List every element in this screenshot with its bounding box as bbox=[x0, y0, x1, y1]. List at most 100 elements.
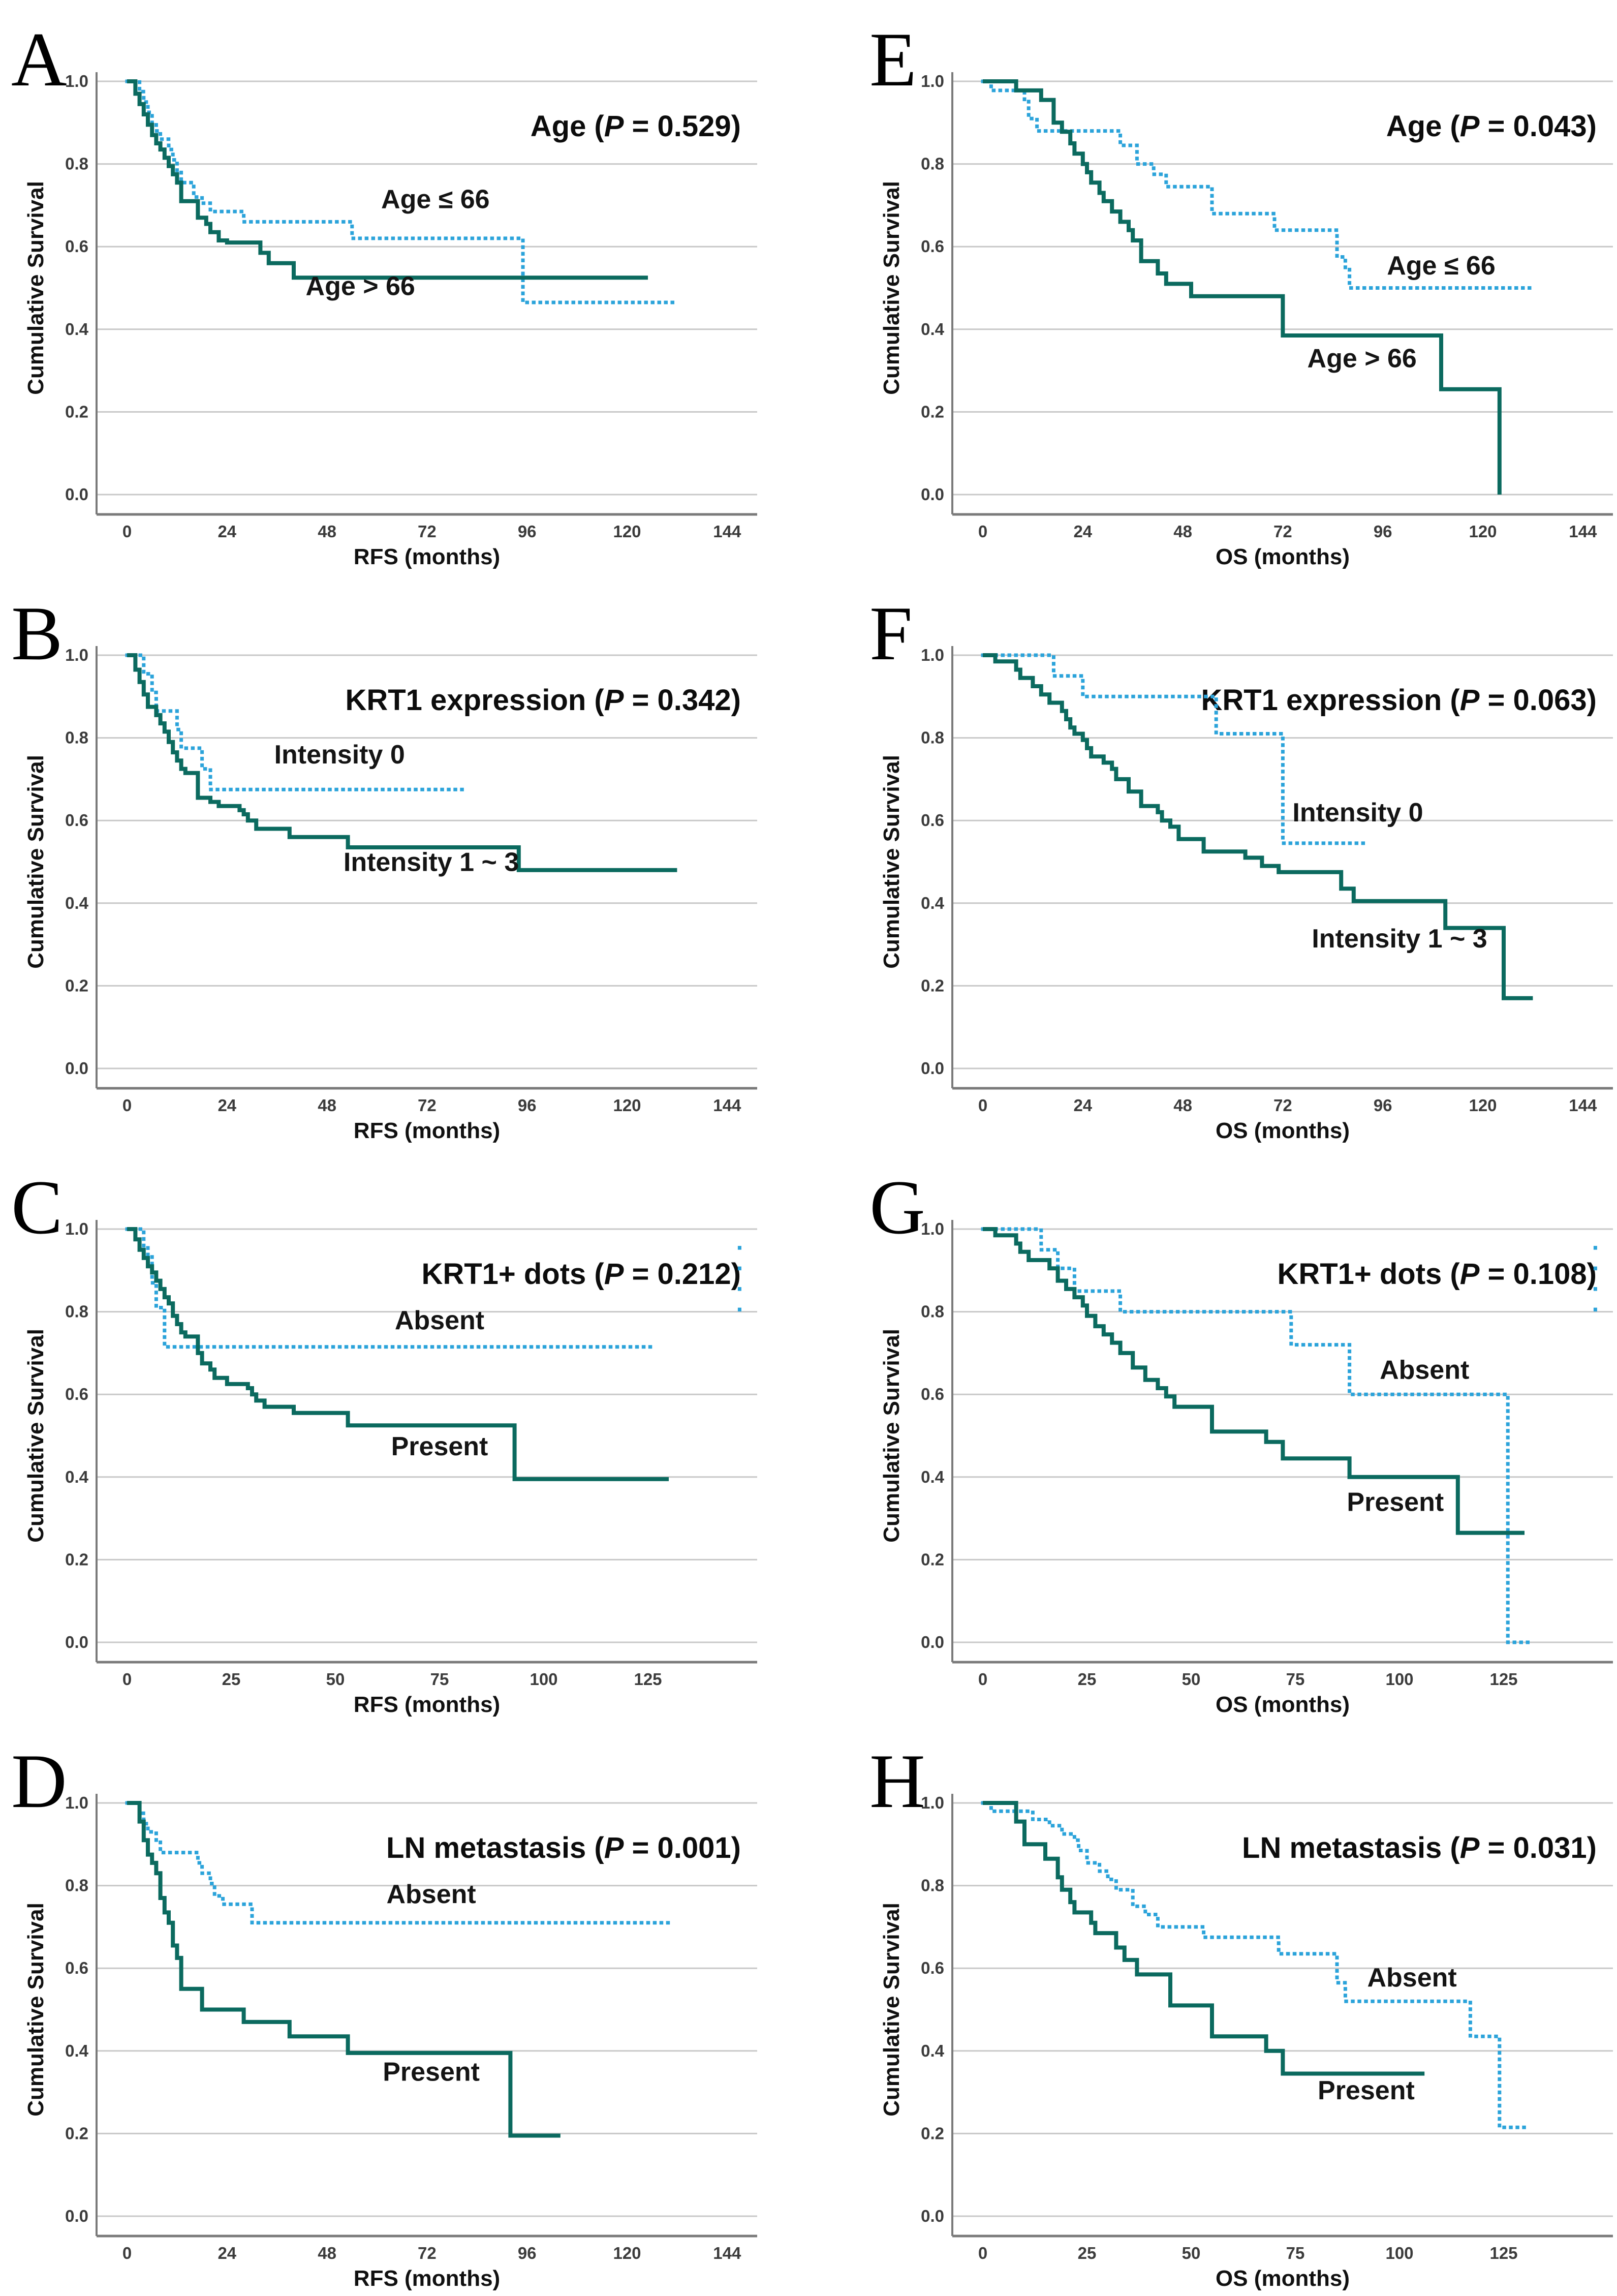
km-curve-G-absent bbox=[981, 1227, 1531, 1644]
panel-F: 1.0 0.8 0.6 0.4 0.2 0.0 0 24 48 72 96 120 144 Cumulat… bbox=[808, 574, 1617, 1148]
y-tick-label-0.8: 0.8 bbox=[921, 1876, 944, 1895]
y-tick-label-1: 1.0 bbox=[921, 1793, 944, 1812]
x-tick-label-120: 120 bbox=[1469, 522, 1497, 541]
x-tick-label-125: 125 bbox=[1489, 2244, 1517, 2262]
panel-letter-D: D bbox=[11, 1738, 67, 1824]
panel-letter-F: F bbox=[869, 591, 913, 676]
gridlines-G bbox=[952, 1228, 1613, 1643]
y-tick-label-0.4: 0.4 bbox=[65, 2041, 89, 2060]
x-tick-label-50: 50 bbox=[1182, 2244, 1201, 2262]
km-curve-F-intensity-1-3 bbox=[983, 653, 1533, 1000]
km-chart-H: 1.0 0.8 0.6 0.4 0.2 0.0 0 25 50 75 100 125 Cumulativ… bbox=[869, 1738, 1613, 2291]
x-tick-label-72: 72 bbox=[1273, 522, 1292, 541]
x-tick-label-24: 24 bbox=[1073, 1096, 1092, 1115]
km-chart-G: 1.0 0.8 0.6 0.4 0.2 0.0 0 25 50 75 100 125 Cumulativ… bbox=[869, 1165, 1613, 1717]
x-axis-title: RFS (months) bbox=[354, 544, 500, 569]
curve-label-G-absent: Absent bbox=[1380, 1355, 1469, 1385]
y-axis-title: Cumulative Survival bbox=[879, 755, 904, 969]
x-tick-label-125: 125 bbox=[1489, 1670, 1517, 1689]
y-tick-label-0.8: 0.8 bbox=[65, 728, 88, 747]
x-tick-label-25: 25 bbox=[1078, 2244, 1097, 2262]
x-tick-label-144: 144 bbox=[713, 2244, 741, 2262]
x-axis-title: RFS (months) bbox=[354, 1692, 500, 1717]
km-curve-B-intensity-0 bbox=[125, 653, 467, 791]
y-tick-label-1: 1.0 bbox=[65, 1793, 88, 1812]
y-tick-label-0: 0.0 bbox=[65, 2207, 88, 2225]
x-tick-label-72: 72 bbox=[418, 1096, 437, 1115]
y-tick-label-0.2: 0.2 bbox=[65, 976, 88, 995]
x-tick-label-120: 120 bbox=[613, 522, 641, 541]
y-tick-label-1: 1.0 bbox=[921, 646, 944, 664]
km-curve-F-intensity-0 bbox=[981, 653, 1368, 845]
km-curve-B-intensity-1-3 bbox=[127, 653, 677, 872]
y-tick-label-0.8: 0.8 bbox=[921, 728, 944, 747]
gridlines-F bbox=[952, 654, 1613, 1069]
km-chart-F: 1.0 0.8 0.6 0.4 0.2 0.0 0 24 48 72 96 120 144 Cumulat… bbox=[869, 591, 1613, 1143]
curve-label-C-present: Present bbox=[391, 1432, 488, 1461]
km-curve-A-age-66 bbox=[125, 79, 679, 304]
x-tick-label-24: 24 bbox=[217, 1096, 236, 1115]
x-tick-label-0: 0 bbox=[978, 2244, 987, 2262]
x-axis-title: RFS (months) bbox=[354, 2266, 500, 2291]
y-tick-label-0.4: 0.4 bbox=[921, 2041, 945, 2060]
panel-title-C: KRT1+ dots (P = 0.212) bbox=[421, 1258, 741, 1291]
y-tick-label-0.2: 0.2 bbox=[65, 402, 88, 421]
y-tick-label-0.4: 0.4 bbox=[921, 1467, 945, 1486]
x-tick-label-0: 0 bbox=[122, 2244, 132, 2262]
panel-title-F: KRT1 expression (P = 0.063) bbox=[1201, 684, 1597, 717]
panel-title-D: LN metastasis (P = 0.001) bbox=[386, 1831, 741, 1864]
x-tick-label-50: 50 bbox=[326, 1670, 345, 1689]
curve-label-E-age-66: Age ≤ 66 bbox=[1387, 251, 1496, 281]
km-chart-A: 1.0 0.8 0.6 0.4 0.2 0.0 0 24 48 72 96 120 144 Cumulat… bbox=[11, 17, 757, 569]
x-tick-label-144: 144 bbox=[713, 1096, 741, 1115]
y-axis-title: Cumulative Survival bbox=[23, 181, 48, 395]
panel-letter-A: A bbox=[11, 17, 67, 102]
curve-label-B-intensity-0: Intensity 0 bbox=[274, 740, 405, 770]
panel-letter-G: G bbox=[869, 1165, 925, 1250]
y-tick-label-0: 0.0 bbox=[921, 485, 944, 504]
panel-title-B: KRT1 expression (P = 0.342) bbox=[345, 684, 741, 717]
y-tick-label-0.6: 0.6 bbox=[65, 1385, 88, 1403]
x-axis-title: OS (months) bbox=[1216, 544, 1350, 569]
curve-label-A-age-66: Age > 66 bbox=[306, 271, 415, 301]
x-tick-label-120: 120 bbox=[613, 1096, 641, 1115]
y-axis-title: Cumulative Survival bbox=[879, 1903, 904, 2117]
km-chart-C: 1.0 0.8 0.6 0.4 0.2 0.0 0 25 50 75 100 125 Cumulativ… bbox=[11, 1165, 757, 1717]
y-tick-label-1: 1.0 bbox=[65, 72, 88, 90]
gridlines-H bbox=[952, 1802, 1613, 2217]
gridlines-B bbox=[97, 654, 757, 1069]
x-axis-title: RFS (months) bbox=[354, 1118, 500, 1143]
y-tick-label-0.6: 0.6 bbox=[921, 1385, 944, 1403]
x-tick-label-24: 24 bbox=[1073, 522, 1092, 541]
panel-letter-E: E bbox=[869, 17, 917, 102]
y-tick-label-0.8: 0.8 bbox=[65, 1876, 88, 1895]
y-axis-title: Cumulative Survival bbox=[879, 1329, 904, 1543]
panel-H: 1.0 0.8 0.6 0.4 0.2 0.0 0 25 50 75 100 125 Cumulativ… bbox=[808, 1722, 1617, 2295]
panel-letter-H: H bbox=[869, 1738, 925, 1824]
x-tick-label-96: 96 bbox=[1374, 1096, 1392, 1115]
curve-label-E-age-66: Age > 66 bbox=[1308, 344, 1417, 374]
panel-title-E: Age (P = 0.043) bbox=[1386, 110, 1597, 143]
x-tick-label-0: 0 bbox=[978, 1096, 987, 1115]
curve-label-C-absent: Absent bbox=[395, 1306, 484, 1335]
x-tick-label-0: 0 bbox=[978, 522, 987, 541]
y-tick-label-1: 1.0 bbox=[921, 1219, 944, 1238]
x-tick-label-0: 0 bbox=[978, 1670, 987, 1689]
x-tick-label-120: 120 bbox=[1469, 1096, 1497, 1115]
panel-D: 1.0 0.8 0.6 0.4 0.2 0.0 0 24 48 72 96 120 144 Cumulat… bbox=[0, 1722, 808, 2295]
x-tick-label-25: 25 bbox=[1078, 1670, 1097, 1689]
y-tick-label-0: 0.0 bbox=[65, 485, 88, 504]
km-chart-D: 1.0 0.8 0.6 0.4 0.2 0.0 0 24 48 72 96 120 144 Cumulat… bbox=[11, 1738, 757, 2291]
y-tick-label-1: 1.0 bbox=[921, 72, 944, 90]
y-tick-label-0.2: 0.2 bbox=[921, 2124, 944, 2142]
y-tick-label-0.6: 0.6 bbox=[921, 237, 944, 256]
y-tick-label-0.8: 0.8 bbox=[65, 1302, 88, 1321]
y-tick-label-0: 0.0 bbox=[921, 2207, 944, 2225]
y-axis-title: Cumulative Survival bbox=[23, 755, 48, 969]
x-tick-label-72: 72 bbox=[418, 522, 437, 541]
y-tick-label-0.4: 0.4 bbox=[921, 894, 945, 912]
x-tick-label-0: 0 bbox=[122, 522, 132, 541]
km-chart-B: 1.0 0.8 0.6 0.4 0.2 0.0 0 24 48 72 96 120 144 Cumulat… bbox=[11, 591, 757, 1143]
x-tick-label-96: 96 bbox=[518, 1096, 537, 1115]
